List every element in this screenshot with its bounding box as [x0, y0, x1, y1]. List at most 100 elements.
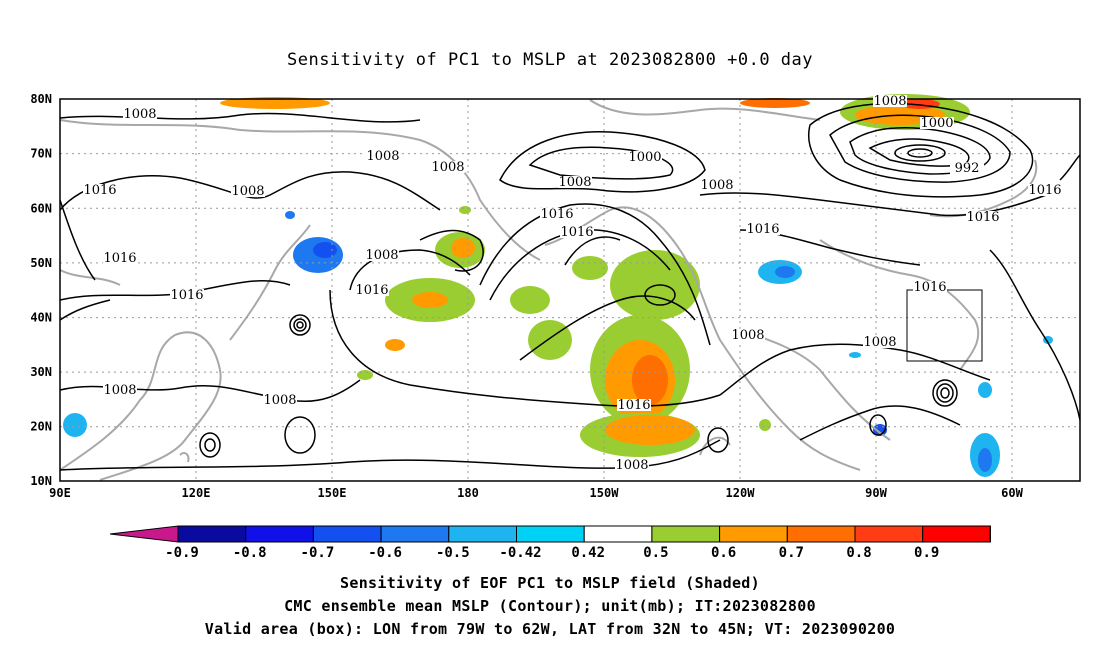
- colorbar-segment: [245, 525, 314, 543]
- lon-tick-label: 180: [457, 486, 479, 500]
- contour-label: 1000: [920, 116, 953, 131]
- lat-tick-label: 20N: [30, 420, 52, 434]
- contour-label-bg: [873, 95, 907, 107]
- colorbar: -0.9 -0.8 -0.7 -0.6 -0.5 -0.42 0.42 0.5 0.6 0.7 0.…: [109, 525, 991, 561]
- contour-label-bg: [365, 249, 399, 261]
- lat-tick-label: 70N: [30, 147, 52, 161]
- lon-tick-label: 120W: [726, 486, 756, 500]
- contour-label: 1016: [746, 222, 779, 237]
- colorbar-segment: [312, 525, 382, 543]
- contour-label: 1016: [913, 280, 946, 295]
- contour-label: 1016: [560, 225, 593, 240]
- contour-label-bg: [615, 459, 649, 471]
- contour-label-bg: [431, 161, 465, 173]
- colorbar-segment: [583, 525, 653, 543]
- colorbar-label: 0.7: [779, 545, 804, 561]
- coastline-layer: [59, 99, 1038, 481]
- contour-label: 1016: [355, 283, 388, 298]
- contour-label-bg: [863, 336, 897, 348]
- contour-label-bg: [263, 394, 297, 406]
- contour-label: 1008: [365, 248, 398, 263]
- contour-label: 1008: [558, 175, 591, 190]
- colorbar-label: -0.42: [499, 545, 541, 561]
- contour-label-bg: [83, 184, 117, 196]
- colorbar-segment: [177, 525, 247, 543]
- contour-label: 1008: [123, 107, 156, 122]
- colorbar-segment: [922, 525, 991, 543]
- lon-tick-label: 150W: [590, 486, 620, 500]
- colorbar-segment: [380, 525, 450, 543]
- map-title: Sensitivity of PC1 to MSLP at 2023082800…: [286, 50, 813, 70]
- contour-label: 1008: [263, 393, 296, 408]
- contour-label: 1008: [731, 328, 764, 343]
- lon-tick-label: 90W: [865, 486, 887, 500]
- caption-shading: Sensitivity of EOF PC1 to MSLP field (Sh…: [340, 574, 760, 592]
- caption-contour: CMC ensemble mean MSLP (Contour); unit(m…: [284, 597, 816, 615]
- caption-valid-area: Valid area (box): LON from 79W to 62W, L…: [204, 620, 896, 638]
- colorbar-label: 0.42: [571, 545, 605, 561]
- colorbar-label: -0.8: [233, 545, 267, 561]
- contour-label-bg: [170, 289, 204, 301]
- lat-tick-label: 10N: [30, 474, 52, 488]
- contour-label-bg: [628, 151, 662, 163]
- contour-label: 1016: [617, 398, 650, 413]
- lat-tick-label: 30N: [30, 365, 52, 379]
- lat-tick-label: 60N: [30, 201, 52, 215]
- colorbar-segment: [719, 525, 788, 543]
- contour-label: 1008: [700, 178, 733, 193]
- contour-label-bg: [103, 252, 137, 264]
- contour-label: 1008: [103, 383, 136, 398]
- colorbar-label: -0.5: [436, 545, 470, 561]
- colorbar-label: 0.5: [643, 545, 668, 561]
- lon-tick-label: 60W: [1001, 486, 1023, 500]
- colorbar-label: 0.9: [914, 545, 939, 561]
- contour-label-bg: [540, 208, 574, 220]
- colorbar-label: -0.6: [368, 545, 402, 561]
- contour-label: 1016: [540, 207, 573, 222]
- contour-label: 1016: [103, 251, 136, 266]
- contour-label: 1000: [628, 150, 661, 165]
- lat-tick-label: 40N: [30, 311, 52, 325]
- contour-label-bg: [123, 108, 157, 120]
- contour-label-bg: [355, 284, 389, 296]
- contour-layer: [59, 102, 1081, 471]
- contour-label: 1016: [966, 210, 999, 225]
- contour-label: 1008: [366, 149, 399, 164]
- contour-label-bg: [700, 179, 734, 191]
- colorbar-segment: [786, 525, 856, 543]
- contour-label: 1008: [231, 184, 264, 199]
- contour-label: 1008: [615, 458, 648, 473]
- latitude-axis: 10N 20N 30N 40N 50N 60N 70N 80N: [30, 92, 52, 488]
- contour-label-bg: [920, 117, 954, 129]
- contour-label: 1016: [170, 288, 203, 303]
- contour-label-bg: [913, 281, 947, 293]
- contour-label-bg: [558, 176, 592, 188]
- contour-label: 1016: [1028, 183, 1061, 198]
- lon-tick-label: 150E: [318, 486, 347, 500]
- contour-label-bg: [617, 399, 651, 411]
- contour-label: 1008: [873, 94, 906, 109]
- contour-label-bg: [950, 162, 984, 174]
- lon-tick-label: 120E: [182, 486, 211, 500]
- contour-label-bg: [1028, 184, 1062, 196]
- valid-area-box: [906, 289, 983, 362]
- contour-label: 1008: [431, 160, 464, 175]
- lat-tick-label: 80N: [30, 92, 52, 106]
- colorbar-left-arrow: [109, 525, 179, 543]
- contour-label-bg: [103, 384, 137, 396]
- contour-labels: 1008 1008 1008 1000 1016 1008 1008 1008 1016 1016…: [83, 94, 1062, 473]
- colorbar-segment: [651, 525, 721, 543]
- contour-label-bg: [966, 211, 1000, 223]
- colorbar-segment: [516, 525, 585, 543]
- colorbar-segment: [854, 525, 924, 543]
- colorbar-segment: [448, 525, 517, 543]
- contour-label: 1008: [863, 335, 896, 350]
- contour-label-bg: [231, 185, 265, 197]
- lon-tick-label: 90E: [49, 486, 71, 500]
- contour-label-bg: [560, 226, 594, 238]
- contour-label-bg: [746, 223, 780, 235]
- map-frame: [59, 98, 1081, 482]
- colorbar-label: 0.6: [711, 545, 736, 561]
- longitude-axis: 90E 120E 150E 180 150W 120W 90W 60W: [49, 486, 1023, 500]
